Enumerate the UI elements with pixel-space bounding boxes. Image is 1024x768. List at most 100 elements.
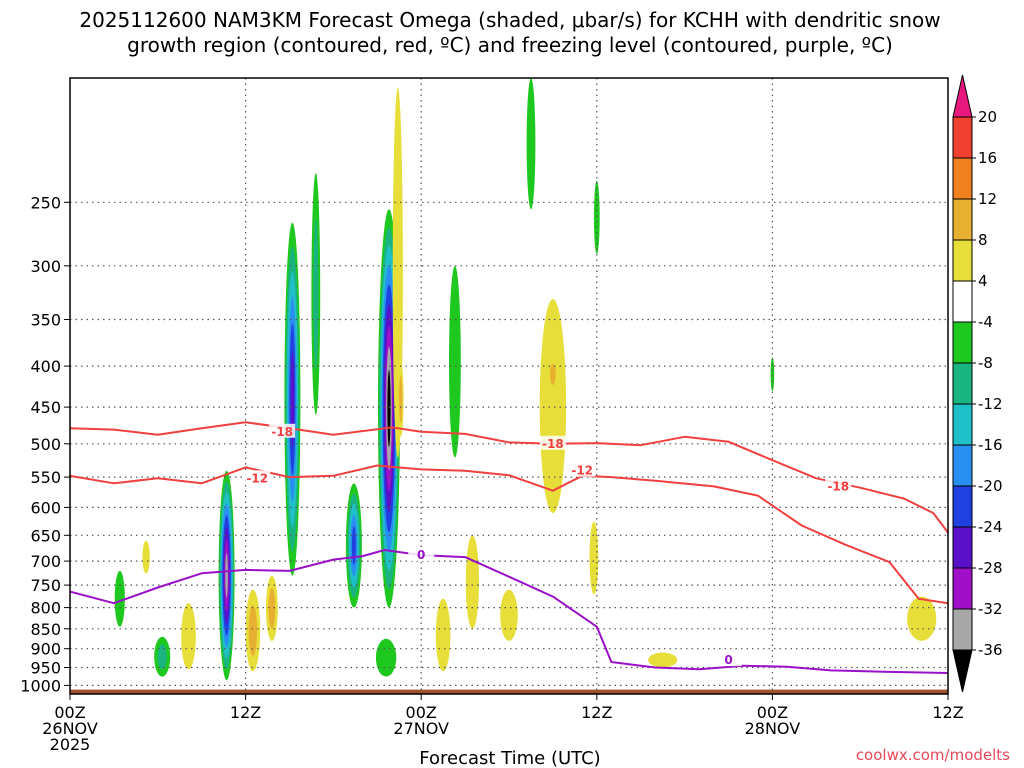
contour-label-layer: -18 -18 -18 -12 -12 0 0	[244, 423, 852, 667]
contour-label-bg	[244, 470, 271, 485]
omega-cell	[181, 603, 196, 670]
omega-contour-level	[526, 78, 536, 210]
x-tick-label: 12Z	[230, 703, 261, 722]
colorbar-band	[952, 444, 973, 487]
colorbar-tick-label: -16	[978, 436, 1003, 454]
colorbar-band	[952, 116, 973, 159]
contour-label-bg	[539, 435, 566, 450]
freezing-level-contour-label: 0	[724, 653, 732, 667]
omega-contour-level	[500, 589, 518, 641]
colorbar-tick-label: -28	[978, 559, 1003, 577]
omega-contour-level	[593, 180, 600, 254]
y-tick-label: 900	[30, 640, 61, 659]
x-tick-label: 12Z	[932, 703, 963, 722]
omega-contour-level	[351, 526, 356, 565]
colorbar-band	[952, 198, 973, 241]
colorbar-band	[952, 567, 973, 610]
colorbar-tick-label: -32	[978, 600, 1003, 618]
colorbar-band	[952, 608, 973, 651]
chart-title-line-1: 2025112600 NAM3KM Forecast Omega (shaded…	[79, 8, 940, 32]
colorbar-tick-label: -12	[978, 395, 1003, 413]
omega-contour-level	[142, 540, 150, 574]
y-tick-label: 600	[30, 498, 61, 517]
omega-cell	[648, 652, 678, 668]
omega-cell	[589, 521, 599, 595]
dgz-minus12-contour-label: -12	[246, 471, 268, 485]
x-tick-label: 27NOV	[393, 719, 449, 738]
contour-label-bg	[408, 547, 435, 562]
y-tick-label: 550	[30, 468, 61, 487]
colorbar-tick-label: 4	[978, 272, 988, 290]
omega-cell	[500, 589, 518, 641]
y-tick-label: 800	[30, 599, 61, 618]
freezing-level-contour-label: 0	[417, 548, 425, 562]
y-tick-label: 650	[30, 526, 61, 545]
omega-cell	[245, 589, 261, 672]
colorbar-band	[952, 321, 973, 364]
ground-strip	[70, 689, 948, 694]
omega-cell	[345, 483, 362, 608]
colorbar-tick-label: -4	[978, 313, 993, 331]
y-tick-label: 950	[30, 659, 61, 678]
ground-layer	[70, 689, 948, 694]
x-tick-label: 00Z	[406, 703, 437, 722]
omega-cell	[907, 596, 937, 641]
omega-cell	[218, 470, 235, 681]
omega-contour-level	[465, 535, 479, 629]
y-tick-label: 450	[30, 398, 61, 417]
colorbar-tick-label: -20	[978, 477, 1003, 495]
contour-label-bg	[269, 423, 296, 438]
omega-contour-level	[225, 553, 228, 598]
omega-cell	[142, 540, 150, 574]
freezing-level-contour	[70, 549, 948, 674]
colorbar-band	[952, 239, 973, 282]
omega-cell	[547, 357, 559, 392]
colorbar-bottom-arrow	[952, 649, 973, 693]
y-tick-label: 1000	[20, 676, 61, 695]
colorbar-tick-label: 12	[978, 190, 997, 208]
colorbar-tick-label: -24	[978, 518, 1003, 536]
omega-contour-level	[114, 570, 125, 627]
colorbar-band	[952, 362, 973, 405]
omega-cell	[311, 173, 321, 415]
x-tick-label: 28NOV	[745, 719, 801, 738]
y-tick-label: 250	[30, 193, 61, 212]
omega-shading-layer	[114, 78, 937, 681]
dgz-minus18-contour-label: -18	[827, 479, 849, 493]
omega-cell	[770, 357, 775, 392]
colorbar-band	[952, 485, 973, 528]
chart-title-line-2: growth region (contoured, red, ºC) and f…	[127, 33, 893, 57]
omega-cell	[397, 361, 404, 437]
contour-label-bg	[715, 652, 742, 667]
y-tick-label: 400	[30, 357, 61, 376]
x-tick-label: 26NOV	[42, 719, 98, 738]
x-tick-label: 00Z	[54, 703, 85, 722]
y-tick-label: 700	[30, 552, 61, 571]
dgz-minus12-contour-label: -12	[571, 464, 593, 478]
y-tick-label: 750	[30, 576, 61, 595]
omega-contour-level	[770, 357, 775, 392]
y-tick-label: 500	[30, 435, 61, 454]
colorbar-band	[952, 526, 973, 569]
omega-cell	[526, 78, 536, 210]
omega-cell	[465, 535, 479, 629]
omega-contour-level	[550, 363, 556, 385]
y-tick-label: 350	[30, 311, 61, 330]
colorbar-tick-label: -36	[978, 641, 1003, 659]
omega-contour-level	[248, 605, 258, 656]
omega-contour-level	[539, 299, 567, 514]
colorbar-tick-label: -8	[978, 354, 993, 372]
omega-contour-level	[907, 596, 937, 641]
dgz-minus12-contour	[70, 464, 948, 605]
colorbar-tick-label: 20	[978, 108, 997, 126]
omega-cell	[375, 638, 397, 677]
y-tick-label: 850	[30, 620, 61, 639]
contour-label-bg	[825, 478, 852, 493]
y-tick-label: 300	[30, 257, 61, 276]
omega-cell	[114, 570, 125, 627]
colorbar-tick-label: 16	[978, 149, 997, 167]
omega-cell	[154, 636, 171, 677]
credit-text: coolwx.com/modelts	[856, 746, 1010, 764]
